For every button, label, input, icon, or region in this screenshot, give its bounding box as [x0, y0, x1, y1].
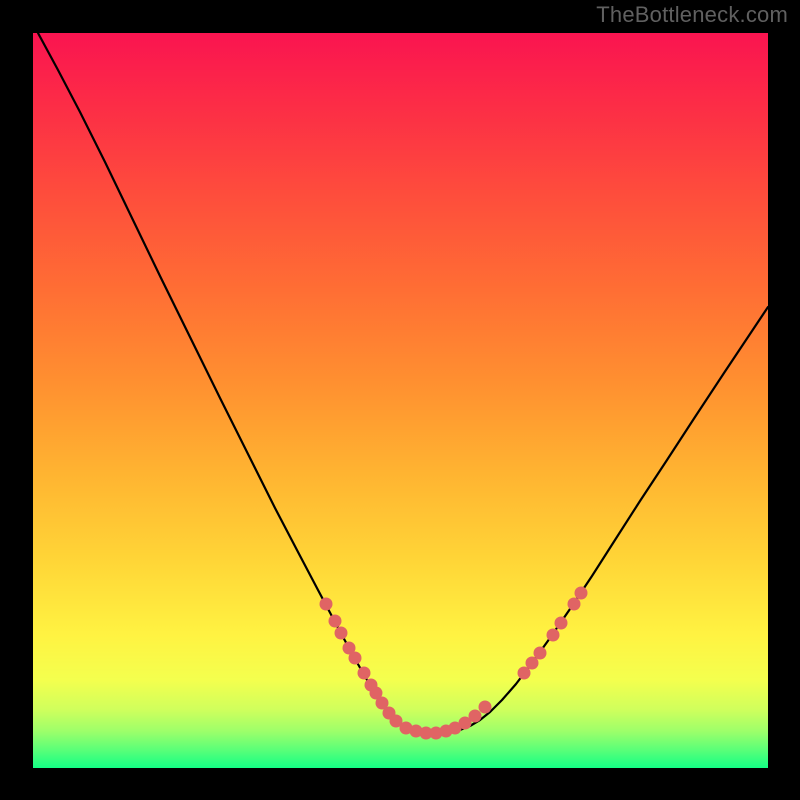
- marker-point: [320, 598, 333, 611]
- marker-point: [575, 587, 588, 600]
- marker-point: [568, 598, 581, 611]
- marker-point: [479, 701, 492, 714]
- marker-point: [555, 617, 568, 630]
- marker-point: [349, 652, 362, 665]
- watermark-text: TheBottleneck.com: [596, 2, 788, 28]
- bottleneck-curve: [38, 33, 768, 733]
- marker-point: [469, 710, 482, 723]
- marker-point: [335, 627, 348, 640]
- marker-point: [534, 647, 547, 660]
- curve-layer: [0, 0, 800, 800]
- chart-container: TheBottleneck.com: [0, 0, 800, 800]
- marker-point: [358, 667, 371, 680]
- marker-point: [329, 615, 342, 628]
- marker-point: [547, 629, 560, 642]
